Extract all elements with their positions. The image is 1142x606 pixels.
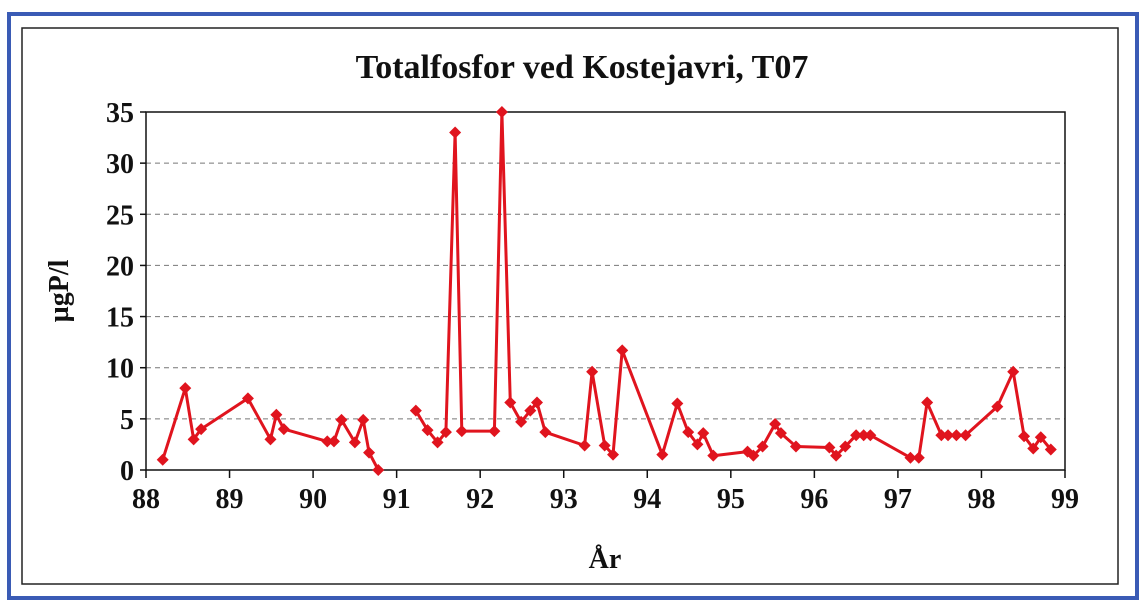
y-tick-label: 15	[106, 303, 134, 334]
data-point	[195, 423, 208, 436]
data-point	[439, 426, 452, 439]
data-point	[372, 464, 385, 476]
data-point	[959, 429, 972, 442]
outer-frame	[7, 12, 1139, 600]
x-tick-label: 89	[216, 484, 244, 515]
x-tick-label: 96	[800, 484, 828, 515]
y-tick-label: 35	[106, 98, 134, 129]
data-point	[671, 397, 684, 410]
data-point	[578, 439, 591, 452]
data-point	[697, 427, 710, 440]
data-point	[327, 435, 340, 448]
data-point	[277, 423, 290, 436]
x-axis-label: År	[589, 544, 622, 575]
data-point	[335, 413, 348, 426]
x-tick-label: 90	[299, 484, 327, 515]
data-point	[524, 404, 537, 417]
data-point	[488, 425, 501, 438]
data-point	[455, 425, 468, 438]
data-point	[495, 106, 508, 118]
data-point	[1044, 443, 1057, 456]
data-point	[839, 440, 852, 453]
data-point	[409, 404, 422, 417]
data-point	[607, 448, 620, 461]
data-point	[321, 435, 334, 448]
data-point	[504, 396, 517, 409]
y-tick-label: 20	[106, 251, 134, 282]
data-point	[616, 344, 629, 357]
data-point	[789, 440, 802, 453]
x-tick-label: 93	[550, 484, 578, 515]
data-point	[348, 436, 361, 449]
data-point	[991, 400, 1004, 413]
data-point	[1018, 430, 1031, 443]
data-point	[539, 426, 552, 439]
data-point	[830, 449, 843, 462]
x-tick-label: 94	[633, 484, 661, 515]
data-point	[950, 429, 963, 442]
x-tick-label: 88	[132, 484, 160, 515]
data-point	[747, 449, 760, 462]
y-tick-label: 0	[120, 456, 134, 487]
data-point	[431, 436, 444, 449]
grid	[146, 162, 1065, 420]
data-point	[850, 429, 863, 442]
data-point	[904, 451, 917, 464]
data-point	[449, 126, 462, 139]
data-point	[942, 429, 955, 442]
data-point	[264, 433, 277, 446]
y-axis-label: µgP/l	[44, 259, 75, 322]
data-point	[682, 426, 695, 439]
data-point	[857, 429, 870, 442]
data-point	[912, 451, 925, 464]
x-tick-label: 97	[884, 484, 912, 515]
data-point	[707, 449, 720, 462]
y-tick-label: 5	[120, 405, 134, 436]
plot-area	[145, 111, 1066, 471]
data-point	[363, 446, 376, 459]
data-point	[769, 417, 782, 430]
data-point	[691, 438, 704, 451]
data-point	[515, 415, 528, 428]
data-point	[1027, 442, 1040, 455]
data-point	[756, 440, 769, 453]
data-line	[161, 110, 1052, 471]
y-tick-label: 10	[106, 354, 134, 385]
x-tick-label: 91	[383, 484, 411, 515]
data-point	[156, 453, 169, 466]
data-point	[1007, 365, 1020, 378]
data-point	[921, 396, 934, 409]
x-tick-label: 98	[967, 484, 995, 515]
data-point	[187, 433, 200, 446]
data-point	[598, 439, 611, 452]
data-point	[357, 413, 370, 426]
y-tick-label: 30	[106, 149, 134, 180]
data-point	[270, 408, 283, 421]
x-tick-label: 95	[717, 484, 745, 515]
x-tick-label: 92	[466, 484, 494, 515]
chart-title: Totalfosfor ved Kostejavri, T07	[356, 49, 809, 86]
data-point	[530, 396, 543, 409]
data-point	[935, 429, 948, 442]
data-point	[823, 441, 836, 454]
chart-frame	[21, 27, 1119, 585]
data-point	[241, 392, 254, 405]
data-point	[179, 382, 192, 395]
data-point	[656, 448, 669, 461]
data-point	[586, 365, 599, 378]
data-point	[421, 424, 434, 437]
data-point	[864, 429, 877, 442]
data-point	[774, 427, 787, 440]
x-tick-label: 99	[1051, 484, 1079, 515]
data-point	[1034, 431, 1047, 444]
y-tick-label: 25	[106, 200, 134, 231]
